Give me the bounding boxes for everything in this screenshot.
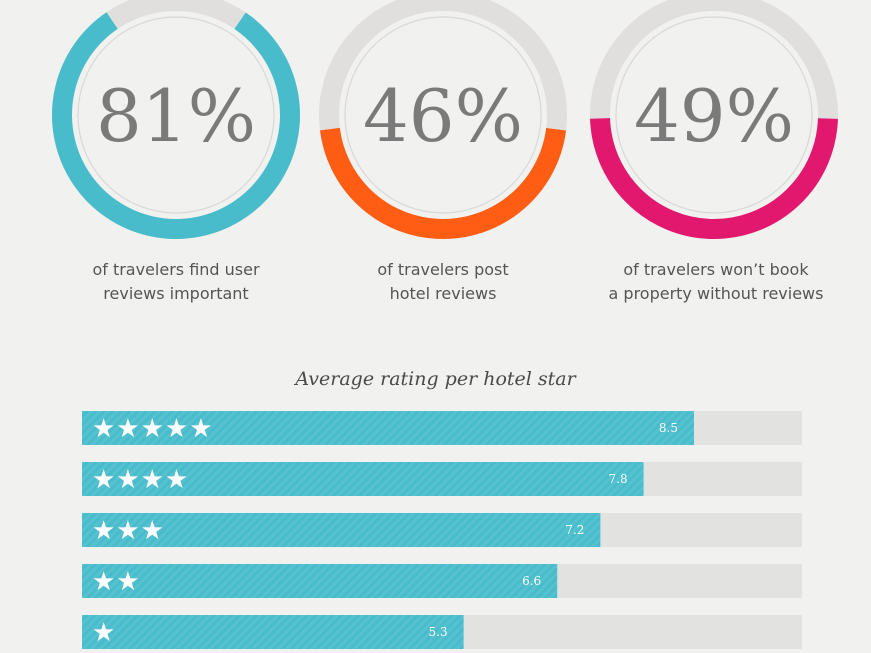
ring-value-arc-3 xyxy=(590,0,838,239)
ring-caption-1: of travelers find user reviews important xyxy=(92,260,260,303)
bar-3 xyxy=(82,513,601,547)
ring-caption-2: of travelers post hotel reviews xyxy=(377,260,509,303)
ring-value-arc-2 xyxy=(319,0,567,239)
ring-percentage-label-3: 49% xyxy=(634,74,794,158)
bar-category-stars-1: ★★★★★ xyxy=(92,414,214,444)
ring-inner-line-1 xyxy=(77,16,275,214)
bar-value-label-3: 7.2 xyxy=(565,523,584,537)
bar-2 xyxy=(82,462,644,496)
ring-percentage-label-2: 46% xyxy=(363,74,523,158)
bar-category-stars-5: ★ xyxy=(92,618,116,648)
ring-inner-line-2 xyxy=(344,16,542,214)
ring-percentage-label-1: 81% xyxy=(96,74,256,158)
bar-5 xyxy=(82,615,464,649)
percentage-rings: 81% 46% 49% xyxy=(52,0,838,239)
bar-value-label-1: 8.5 xyxy=(659,421,678,435)
bar-category-stars-2: ★★★★ xyxy=(92,465,189,495)
bar-value-label-4: 6.6 xyxy=(522,574,541,588)
bar-1 xyxy=(82,411,694,445)
chart-title: Average rating per hotel star xyxy=(295,368,576,390)
bar-value-label-2: 7.8 xyxy=(609,472,628,486)
bar-category-stars-4: ★★ xyxy=(92,567,141,597)
bar-category-stars-3: ★★★ xyxy=(92,516,165,546)
bar-4 xyxy=(82,564,558,598)
ring-inner-line-3 xyxy=(615,16,813,214)
ring-caption-3: of travelers won’t book a property witho… xyxy=(608,260,824,303)
bar-value-label-5: 5.3 xyxy=(429,625,448,639)
